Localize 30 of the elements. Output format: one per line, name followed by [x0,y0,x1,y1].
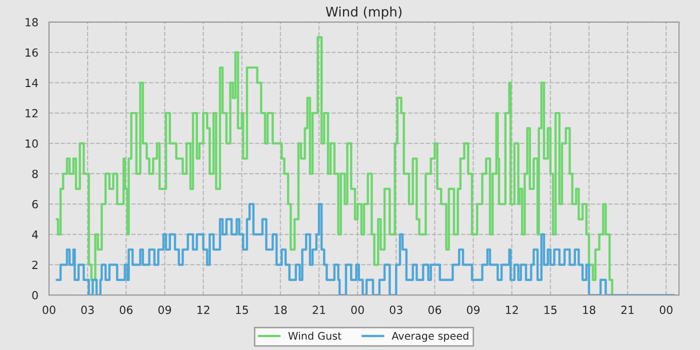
x-tick-label: 15 [544,306,557,314]
y-tick-label: 8 [32,170,38,178]
x-tick-label: 09 [466,306,480,314]
x-tick-label: 15 [236,306,248,314]
x-tick-label: 18 [583,306,596,314]
x-tick-label: 12 [506,306,518,314]
x-tick-label: 03 [390,306,402,314]
x-tick-label: 06 [120,306,133,314]
y-tick-label: 12 [26,109,38,118]
y-tick-label: 10 [26,139,38,148]
legend-label: Wind Gust [288,332,342,340]
y-tick-label: 18 [26,18,38,26]
x-tick-label: 18 [274,306,287,314]
x-tick-label: 09 [158,306,171,314]
x-tick-label: 00 [42,306,56,314]
x-tick-label: 00 [660,306,672,314]
legend-label: Average speed [392,332,468,342]
x-tick-label: 00 [351,306,364,314]
x-tick-label: 03 [81,306,94,314]
x-tick-label: 06 [428,306,442,314]
y-tick-label: 6 [32,200,38,208]
x-tick-label: 21 [621,306,634,314]
y-tick-label: 14 [26,78,38,87]
y-tick-label: 0 [32,291,38,300]
x-tick-label: 21 [312,306,326,314]
y-tick-label: 16 [26,48,38,57]
x-tick-label: 12 [197,306,210,314]
y-tick-label: 2 [32,260,38,269]
y-tick-label: 4 [32,230,38,239]
chart-title: Wind (mph) [326,6,402,20]
